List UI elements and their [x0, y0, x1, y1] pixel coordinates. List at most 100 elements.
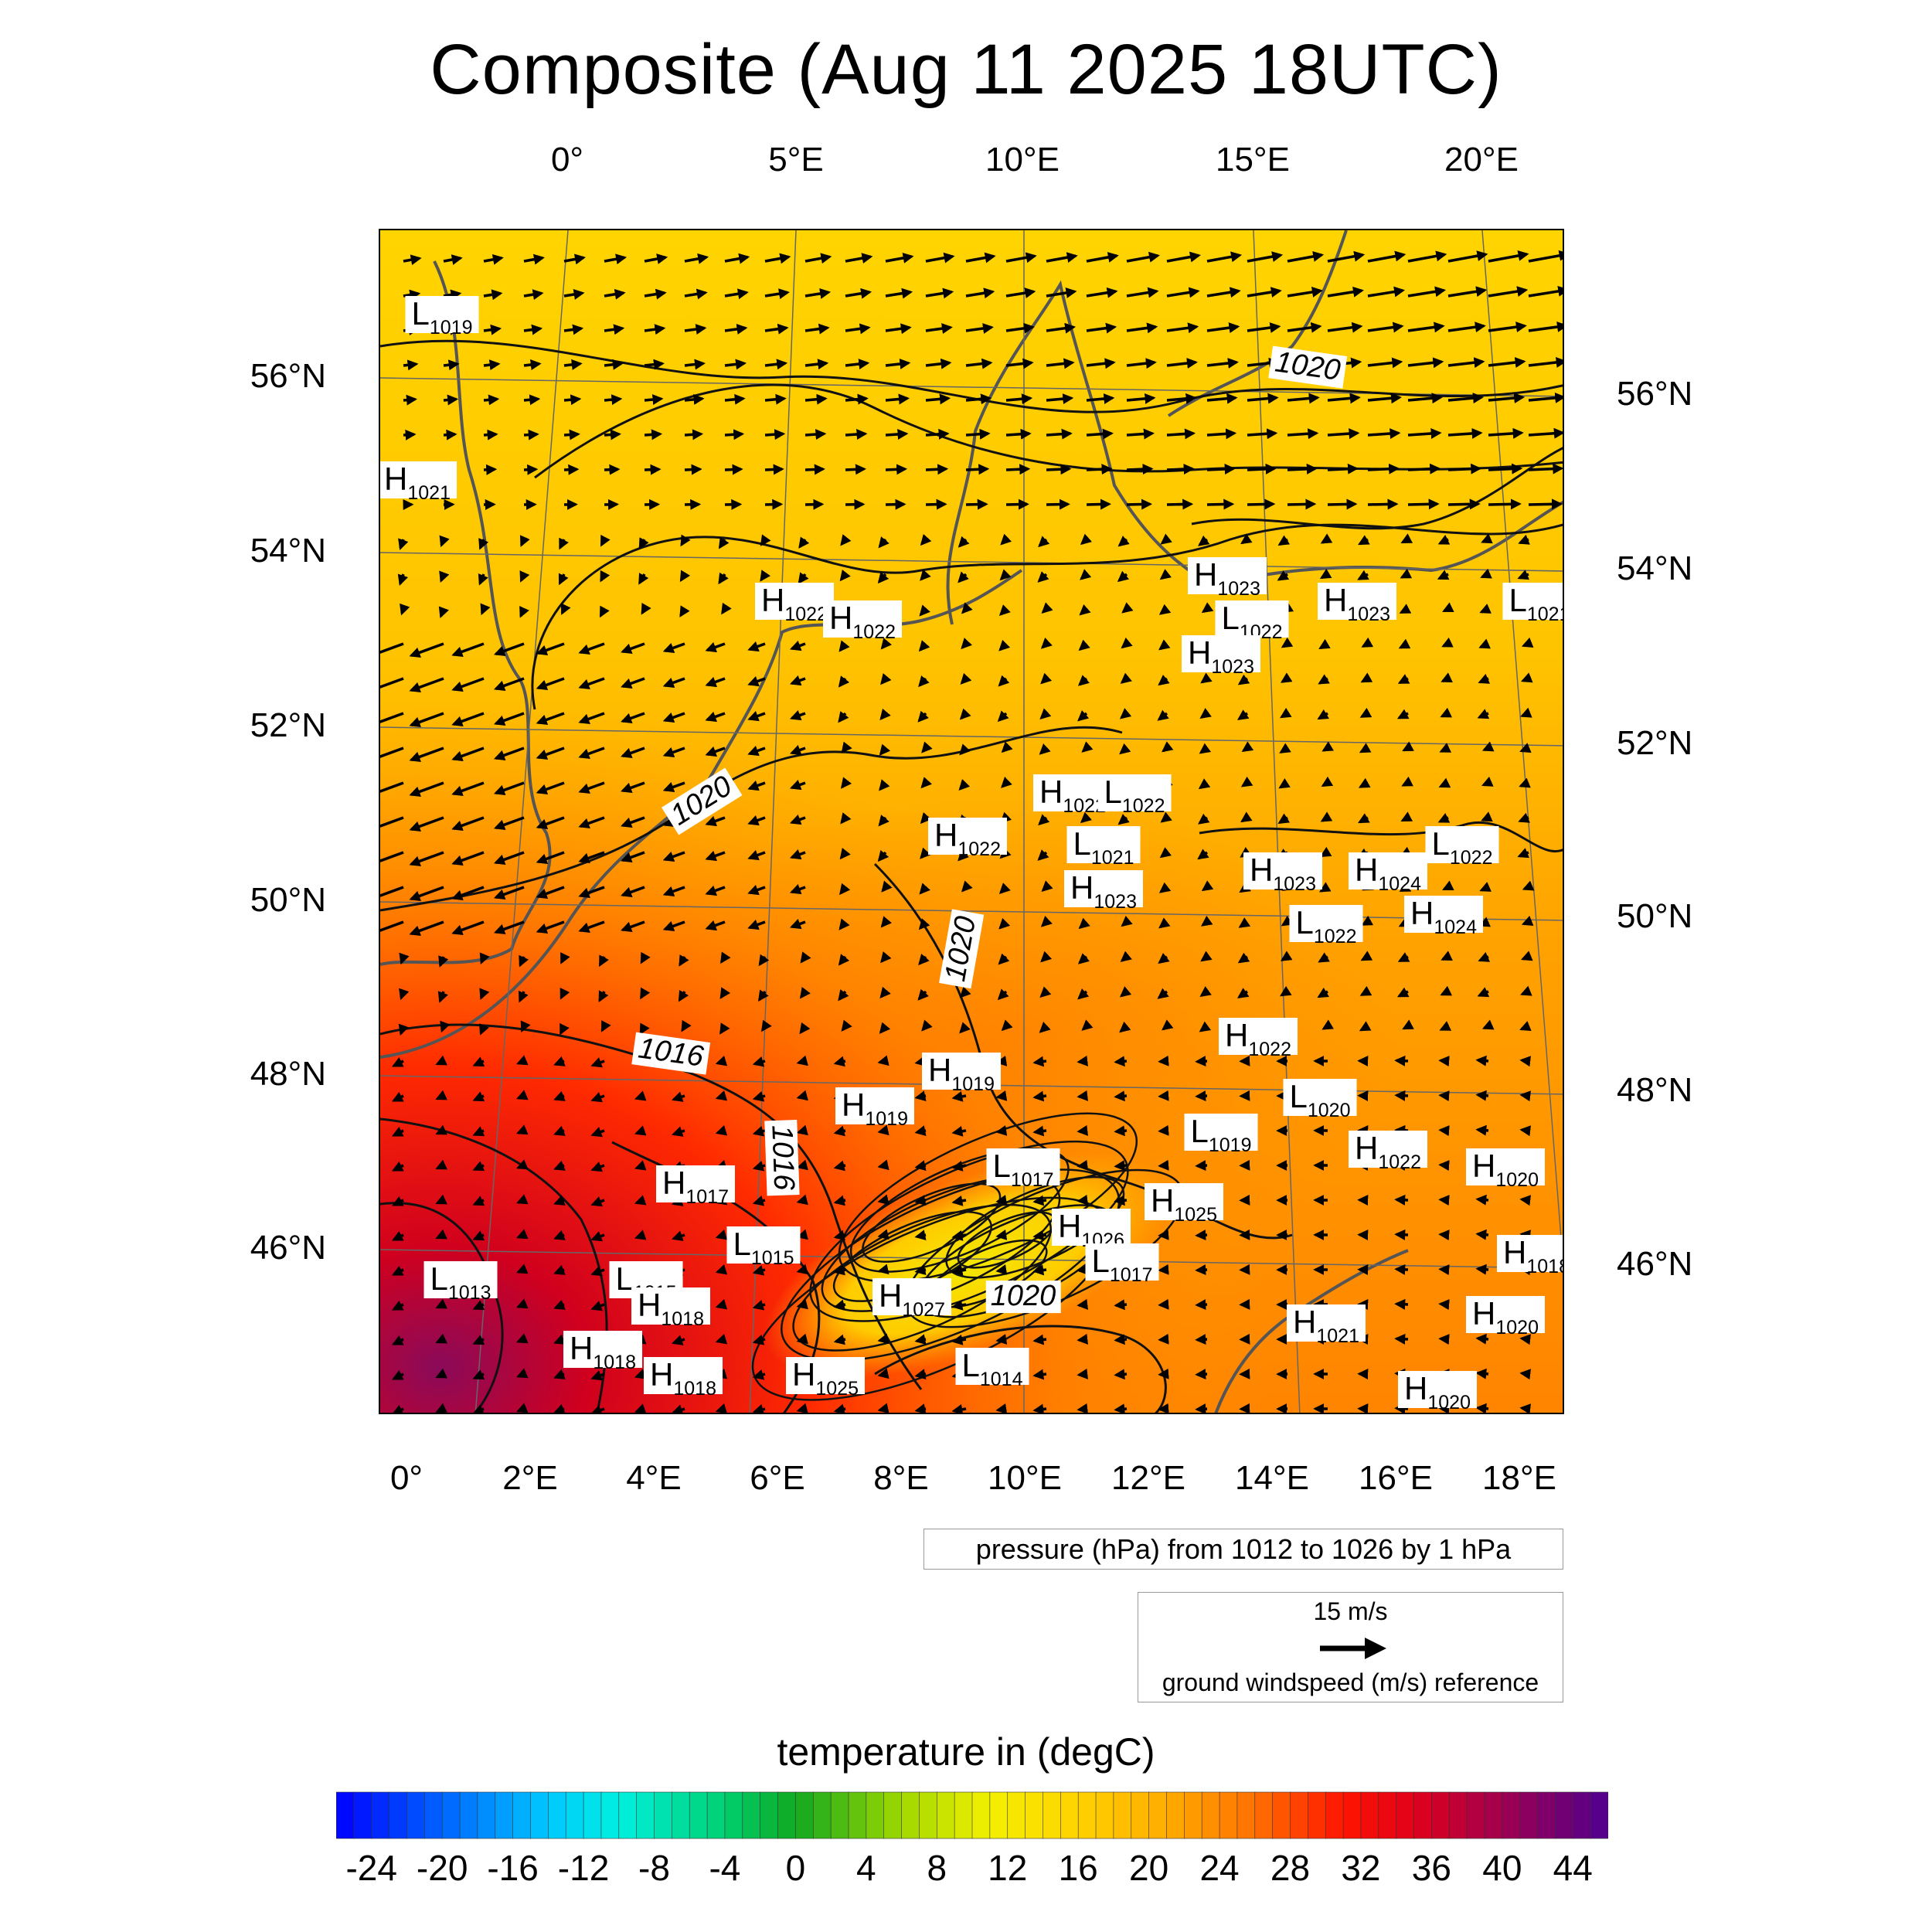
pressure-center-high: H1022	[823, 600, 902, 641]
wind-arrow	[380, 677, 404, 689]
wind-arrow	[724, 253, 750, 264]
wind-arrow	[621, 747, 645, 759]
bottom-lon-tick-9: 18°E	[1482, 1459, 1556, 1497]
wind-arrow	[921, 741, 933, 753]
wind-reference-caption: ground windspeed (m/s) reference	[1162, 1668, 1539, 1696]
wind-arrow	[621, 677, 645, 689]
isobar-label: 1020	[985, 1281, 1061, 1314]
wind-arrow	[1528, 321, 1563, 332]
wind-arrow	[999, 569, 1012, 581]
wind-arrow	[493, 851, 525, 866]
wind-arrow	[1158, 1368, 1169, 1379]
wind-arrow	[747, 780, 766, 791]
wind-arrow	[885, 393, 910, 405]
wind-arrow	[1119, 743, 1131, 755]
wind-arrow	[718, 572, 729, 585]
pressure-center-type: H	[1039, 773, 1063, 810]
colorbar-swatch	[724, 1791, 743, 1839]
wind-arrow	[885, 358, 911, 369]
wind-arrow	[451, 747, 485, 762]
wind-arrow	[1077, 1368, 1089, 1379]
pressure-center-type: L	[615, 1260, 634, 1297]
colorbar-tick-label: 16	[1058, 1848, 1098, 1888]
wind-arrow	[877, 1264, 889, 1275]
wind-arrow	[1126, 428, 1155, 440]
wind-arrow	[918, 675, 930, 688]
wind-arrow	[1114, 1403, 1128, 1413]
wind-arrow	[879, 779, 890, 791]
colorbar-swatch	[512, 1791, 532, 1839]
wind-arrow	[516, 1124, 529, 1135]
colorbar-tick-label: 36	[1411, 1848, 1451, 1888]
wind-arrow	[451, 816, 485, 832]
temperature-colorbar	[336, 1791, 1608, 1839]
wind-arrow	[472, 1335, 485, 1345]
wind-arrow	[845, 323, 871, 335]
colorbar-swatch	[795, 1791, 815, 1839]
wind-arrow	[553, 1090, 566, 1101]
colorbar-swatch	[1166, 1791, 1185, 1839]
wind-arrow	[578, 712, 605, 725]
wind-arrow	[391, 1404, 404, 1413]
colorbar-swatch	[1184, 1791, 1202, 1839]
wind-arrow	[1041, 602, 1053, 614]
wind-arrow	[451, 851, 485, 866]
wind-arrow	[877, 1403, 889, 1413]
wind-arrow	[1394, 1229, 1409, 1240]
colorbar-swatch	[1519, 1791, 1539, 1839]
top-lon-tick-2: 10°E	[985, 141, 1060, 179]
wind-arrow	[523, 359, 542, 370]
wind-arrow	[1158, 1333, 1169, 1345]
wind-arrow	[1478, 951, 1491, 962]
wind-arrow	[965, 323, 994, 334]
wind-arrow	[961, 638, 972, 650]
pressure-center-type: H	[638, 1286, 662, 1323]
wind-arrow	[796, 1055, 808, 1066]
wind-arrow	[965, 464, 990, 475]
wind-arrow	[845, 359, 870, 370]
wind-arrow	[1281, 915, 1294, 927]
wind-arrow	[451, 677, 485, 692]
pressure-center-type: L	[1509, 582, 1527, 619]
wind-arrow	[877, 571, 889, 584]
pressure-center-value: 1020	[1495, 1316, 1539, 1338]
wind-arrow	[1321, 776, 1334, 787]
wind-arrow	[799, 987, 811, 999]
wind-arrow	[558, 573, 569, 586]
wind-arrow	[536, 781, 565, 795]
wind-arrow	[523, 464, 539, 475]
pressure-center-type: H	[1324, 582, 1348, 619]
wind-arrow	[1528, 427, 1563, 439]
wind-arrow	[833, 1230, 846, 1241]
pressure-center-value: 1018	[1526, 1256, 1563, 1278]
wind-arrow	[1440, 985, 1453, 996]
wind-arrow	[764, 464, 784, 475]
wind-arrow	[563, 429, 580, 440]
wind-arrow	[1119, 1021, 1131, 1033]
wind-arrow	[1287, 463, 1318, 474]
wind-arrow	[705, 641, 726, 653]
wind-arrow	[553, 1056, 566, 1066]
colorbar-swatch	[742, 1791, 761, 1839]
coastlines	[380, 230, 1563, 1413]
wind-arrow	[1078, 917, 1090, 930]
wind-arrow	[1481, 811, 1493, 822]
wind-arrow	[621, 851, 645, 863]
bottom-lon-tick-6: 12°E	[1111, 1459, 1185, 1497]
wind-arrow	[1528, 250, 1563, 263]
left-lat-tick-4: 48°N	[250, 1055, 326, 1093]
wind-arrow	[951, 1334, 967, 1345]
wind-arrow	[919, 883, 930, 895]
wind-arrow	[391, 1056, 404, 1067]
wind-arrow	[995, 1403, 1008, 1413]
wind-arrow	[804, 464, 825, 475]
wind-arrow	[604, 324, 625, 335]
wind-arrow	[724, 429, 745, 440]
wind-arrow	[634, 1403, 647, 1413]
wind-arrow	[1318, 882, 1332, 893]
wind-arrow	[796, 1333, 808, 1345]
wind-arrow	[1280, 672, 1293, 683]
wind-arrow	[1046, 498, 1070, 510]
wind-arrow	[563, 394, 582, 406]
colorbar-swatch	[1572, 1791, 1591, 1839]
